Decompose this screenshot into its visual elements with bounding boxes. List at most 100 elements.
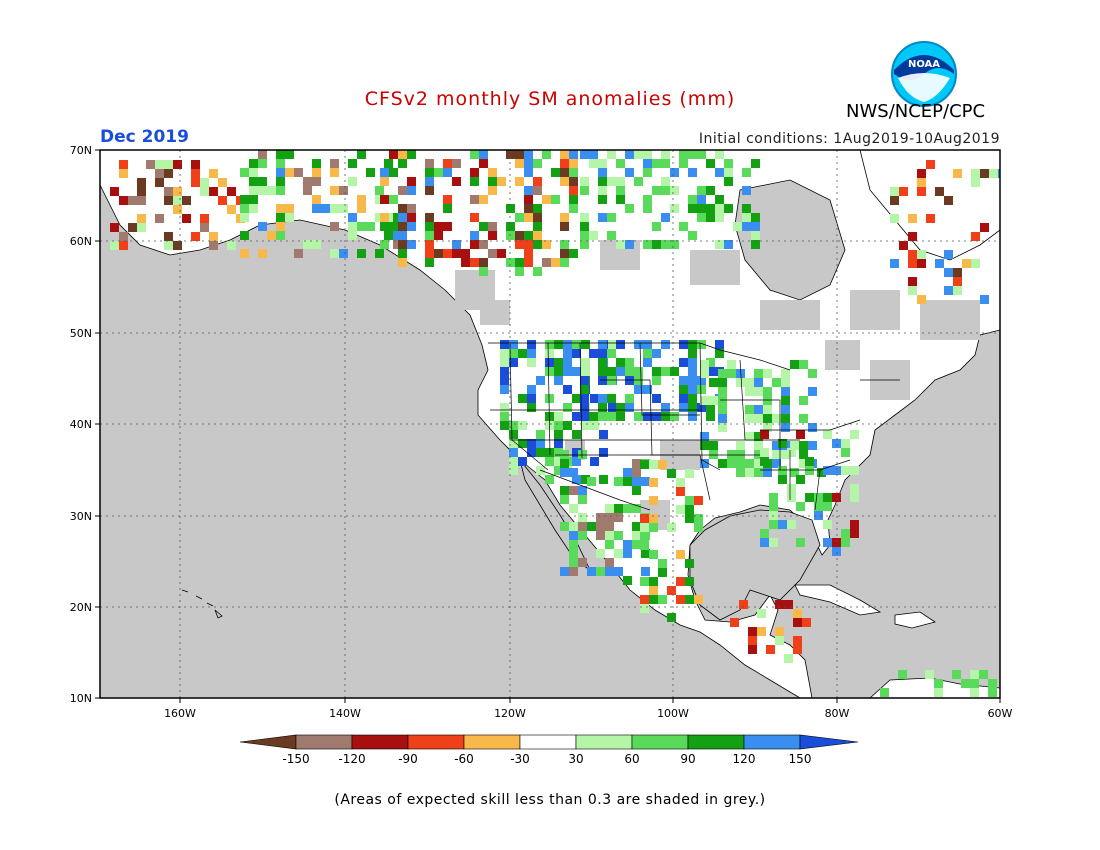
anomaly-cell <box>850 430 859 439</box>
anomaly-cell <box>718 414 727 423</box>
anomaly-cell <box>608 403 617 412</box>
anomaly-cell <box>718 459 727 468</box>
colorbar-tick-label: -90 <box>398 752 418 766</box>
anomaly-cell <box>589 150 598 159</box>
chart-title: CFSv2 monthly SM anomalies (mm) <box>364 88 736 110</box>
anomaly-cell <box>625 394 634 403</box>
anomaly-cell <box>578 522 587 531</box>
anomaly-cell <box>227 205 236 214</box>
anomaly-cell <box>935 187 944 196</box>
anomaly-cell <box>685 595 694 604</box>
anomaly-cell <box>679 159 688 168</box>
anomaly-cell <box>688 195 697 204</box>
anomaly-cell <box>312 204 321 213</box>
anomaly-cell <box>560 159 569 168</box>
anomaly-cell <box>551 195 560 204</box>
anomaly-cell <box>375 249 384 258</box>
anomaly-cell <box>799 459 808 468</box>
lon-label-160w: 160W <box>164 707 196 720</box>
anomaly-cell <box>643 412 652 421</box>
lon-label-60w: 60W <box>988 707 1013 720</box>
anomaly-cell <box>688 376 697 385</box>
anomaly-cell <box>634 340 643 349</box>
anomaly-cell <box>572 367 581 376</box>
anomaly-cell <box>971 169 980 178</box>
lat-label-50n: 50N <box>70 327 92 340</box>
anomaly-cell <box>679 403 688 412</box>
anomaly-cell <box>303 186 312 195</box>
anomaly-cell <box>470 177 479 186</box>
anomaly-cell <box>643 195 652 204</box>
anomaly-cell <box>970 688 979 697</box>
anomaly-cell <box>569 486 578 495</box>
anomaly-cell <box>706 186 715 195</box>
anomaly-cell <box>596 549 605 558</box>
anomaly-cell <box>569 522 578 531</box>
anomaly-cell <box>560 486 569 495</box>
anomaly-cell <box>569 249 578 258</box>
anomaly-cell <box>649 460 658 469</box>
anomaly-cell <box>640 595 649 604</box>
anomaly-cell <box>533 186 542 195</box>
anomaly-cell <box>841 466 850 475</box>
anomaly-cell <box>527 403 536 412</box>
anomaly-cell <box>578 486 587 495</box>
anomaly-cell <box>679 340 688 349</box>
anomaly-cell <box>661 240 670 249</box>
anomaly-cell <box>796 430 805 439</box>
anomaly-cell <box>754 441 763 450</box>
anomaly-cell <box>632 504 641 513</box>
anomaly-cell <box>389 168 398 177</box>
anomaly-cell <box>249 177 258 186</box>
anomaly-cell <box>796 538 805 547</box>
anomaly-cell <box>781 405 790 414</box>
anomaly-cell <box>425 168 434 177</box>
colorbar-arrow-low <box>239 734 297 750</box>
anomaly-cell <box>970 670 979 679</box>
anomaly-cell <box>625 367 634 376</box>
anomaly-cell <box>569 195 578 204</box>
anomaly-cell <box>718 405 727 414</box>
anomaly-cell <box>688 168 697 177</box>
anomaly-cell <box>545 367 554 376</box>
anomaly-cell <box>173 187 182 196</box>
anomaly-cell <box>661 367 670 376</box>
hispaniola <box>894 611 936 629</box>
anomaly-cell <box>688 403 697 412</box>
anomaly-cell <box>598 349 607 358</box>
anomaly-cell <box>697 150 706 159</box>
anomaly-cell <box>497 249 506 258</box>
anomaly-cell <box>763 468 772 477</box>
lat-label-40n: 40N <box>70 418 92 431</box>
anomaly-cell <box>443 168 452 177</box>
colorbar-block <box>687 734 745 750</box>
anomaly-cell <box>661 177 670 186</box>
anomaly-cell <box>652 240 661 249</box>
anomaly-cell <box>500 340 509 349</box>
anomaly-cell <box>500 412 509 421</box>
anomaly-cell <box>697 376 706 385</box>
anomaly-cell <box>688 394 697 403</box>
anomaly-cell <box>506 150 515 159</box>
anomaly-cell <box>330 222 339 231</box>
anomaly-cell <box>542 258 551 267</box>
anomaly-cell <box>688 340 697 349</box>
anomaly-cell <box>545 475 554 484</box>
anomaly-cell <box>760 448 769 457</box>
anomaly-cell <box>515 231 524 240</box>
anomaly-cell <box>832 538 841 547</box>
anomaly-cell <box>398 258 407 267</box>
anomaly-cell <box>953 169 962 178</box>
anomaly-cell <box>841 529 850 538</box>
anomaly-cell <box>661 150 670 159</box>
anomaly-cell <box>727 369 736 378</box>
anomaly-cell <box>727 360 736 369</box>
anomaly-cell <box>164 241 173 250</box>
colorbar-tick-label: -120 <box>338 752 365 766</box>
anomaly-cell <box>944 286 953 295</box>
anomaly-cell <box>587 567 596 576</box>
anomaly-cell <box>962 259 971 268</box>
anomaly-cell <box>312 195 321 204</box>
anomaly-cell <box>808 387 817 396</box>
anomaly-cell <box>754 468 763 477</box>
